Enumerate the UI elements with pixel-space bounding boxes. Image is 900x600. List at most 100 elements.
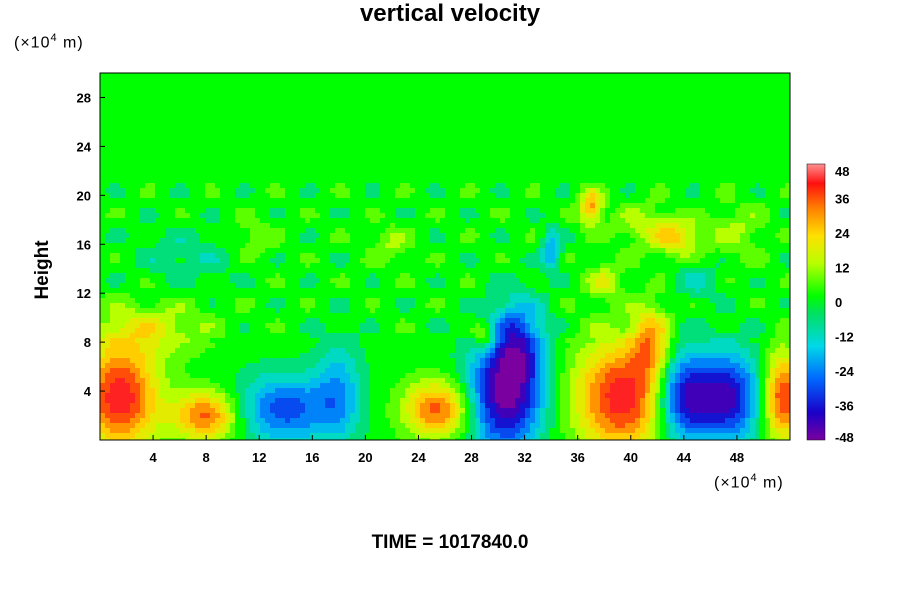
- field-cell: [240, 233, 246, 239]
- field-cell: [460, 173, 466, 179]
- field-cell: [705, 173, 711, 179]
- field-cell: [180, 138, 186, 144]
- field-cell: [380, 78, 386, 84]
- field-cell: [780, 228, 786, 234]
- field-cell: [220, 148, 226, 154]
- field-cell: [580, 103, 586, 109]
- field-cell: [485, 218, 491, 224]
- field-cell: [150, 88, 156, 94]
- field-cell: [665, 73, 671, 79]
- field-cell: [760, 238, 766, 244]
- field-cell: [215, 208, 221, 214]
- field-cell: [105, 143, 111, 149]
- field-cell: [245, 83, 251, 89]
- field-cell: [120, 173, 126, 179]
- field-cell: [700, 178, 706, 184]
- field-cell: [625, 203, 631, 209]
- field-cell: [435, 223, 441, 229]
- field-cell: [665, 98, 671, 104]
- field-cell: [455, 243, 461, 249]
- field-cell: [785, 153, 791, 159]
- field-cell: [465, 103, 471, 109]
- field-cell: [755, 168, 761, 174]
- field-cell: [190, 203, 196, 209]
- field-cell: [650, 193, 656, 199]
- field-cell: [585, 233, 591, 239]
- field-cell: [375, 108, 381, 114]
- field-cell: [370, 203, 376, 209]
- field-cell: [130, 163, 136, 169]
- field-cell: [415, 193, 421, 199]
- field-cell: [230, 218, 236, 224]
- field-cell: [190, 158, 196, 164]
- field-cell: [740, 228, 746, 234]
- field-cell: [555, 213, 561, 219]
- field-cell: [275, 203, 281, 209]
- field-cell: [325, 238, 331, 244]
- field-cell: [600, 183, 606, 189]
- field-cell: [605, 213, 611, 219]
- field-cell: [220, 248, 226, 254]
- field-cell: [280, 238, 286, 244]
- field-cell: [665, 163, 671, 169]
- field-cell: [175, 108, 181, 114]
- field-cell: [550, 158, 556, 164]
- field-cell: [335, 88, 341, 94]
- field-cell: [185, 183, 191, 189]
- field-cell: [660, 173, 666, 179]
- field-cell: [590, 203, 596, 209]
- field-cell: [130, 93, 136, 99]
- field-cell: [265, 193, 271, 199]
- field-cell: [530, 208, 536, 214]
- field-cell: [385, 233, 391, 239]
- field-cell: [680, 133, 686, 139]
- field-cell: [465, 128, 471, 134]
- field-cell: [680, 108, 686, 114]
- field-cell: [735, 213, 741, 219]
- field-cell: [785, 113, 791, 119]
- field-cell: [175, 253, 181, 259]
- field-cell: [720, 133, 726, 139]
- field-cell: [480, 163, 486, 169]
- field-cell: [585, 108, 591, 114]
- field-cell: [305, 218, 311, 224]
- field-cell: [590, 93, 596, 99]
- field-cell: [110, 173, 116, 179]
- field-cell: [760, 208, 766, 214]
- field-cell: [505, 233, 511, 239]
- field-cell: [110, 148, 116, 154]
- field-cell: [595, 138, 601, 144]
- field-cell: [100, 153, 106, 159]
- field-cell: [480, 233, 486, 239]
- field-cell: [665, 173, 671, 179]
- field-cell: [195, 83, 201, 89]
- field-cell: [135, 203, 141, 209]
- field-cell: [315, 143, 321, 149]
- field-cell: [480, 123, 486, 129]
- field-cell: [695, 103, 701, 109]
- field-cell: [515, 248, 521, 254]
- field-cell: [345, 88, 351, 94]
- field-cell: [700, 163, 706, 169]
- field-cell: [605, 133, 611, 139]
- field-cell: [765, 183, 771, 189]
- field-cell: [215, 123, 221, 129]
- field-cell: [175, 113, 181, 119]
- field-cell: [540, 98, 546, 104]
- field-cell: [560, 133, 566, 139]
- field-cell: [350, 83, 356, 89]
- field-cell: [675, 168, 681, 174]
- field-cell: [465, 78, 471, 84]
- field-cell: [725, 123, 731, 129]
- field-cell: [315, 228, 321, 234]
- field-cell: [550, 88, 556, 94]
- field-cell: [500, 128, 506, 134]
- field-cell: [750, 158, 756, 164]
- field-cell: [180, 148, 186, 154]
- field-cell: [405, 248, 411, 254]
- field-cell: [340, 198, 346, 204]
- field-cell: [490, 128, 496, 134]
- field-cell: [620, 233, 626, 239]
- field-cell: [290, 73, 296, 79]
- field-cell: [375, 193, 381, 199]
